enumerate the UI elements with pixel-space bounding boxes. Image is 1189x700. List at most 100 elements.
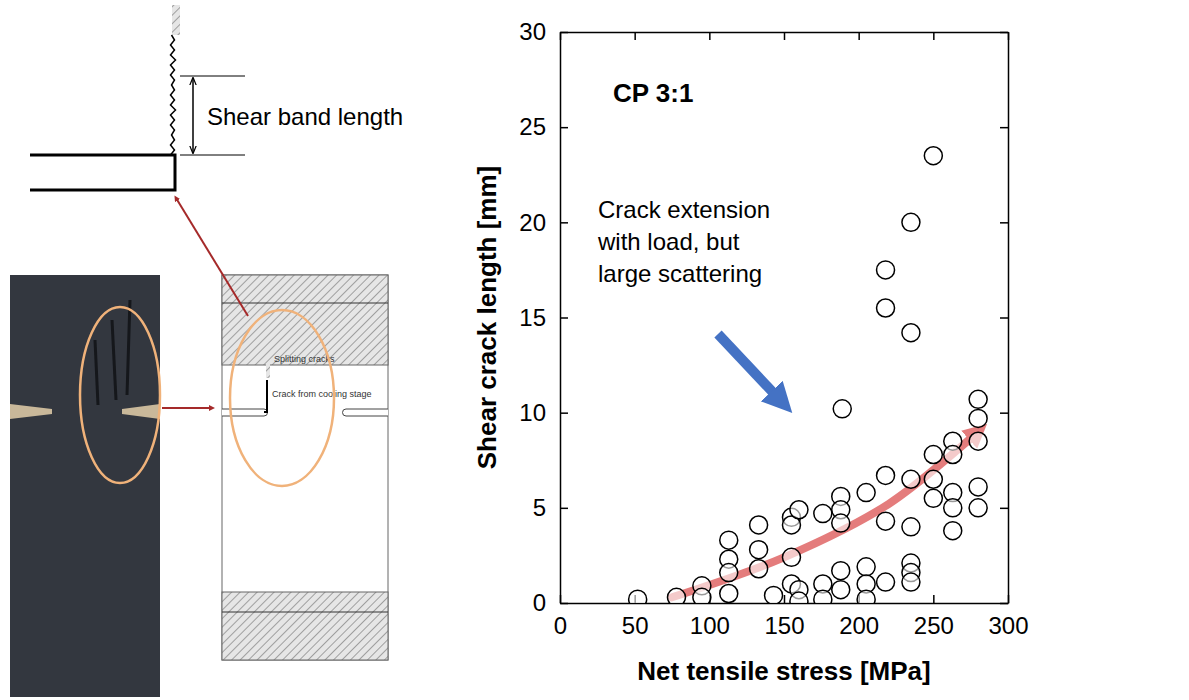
- tick-mark: [1000, 508, 1008, 510]
- data-point: [790, 501, 808, 519]
- tick: [1000, 508, 1008, 509]
- data-point: [790, 592, 808, 603]
- trend-arrow: [672, 432, 978, 598]
- tick: 15: [519, 304, 568, 331]
- chart: 050100150200250300051015202530Net tensil…: [472, 18, 1029, 686]
- data-point: [877, 512, 895, 530]
- tick: [1000, 32, 1008, 33]
- tick-label: 20: [519, 209, 546, 236]
- tick-mark: [933, 32, 935, 40]
- data-point: [667, 588, 685, 603]
- data-point: [814, 505, 832, 523]
- grip-line: [222, 303, 388, 304]
- tick: [1000, 222, 1008, 223]
- data-point: [944, 499, 962, 517]
- tick-mark: [784, 32, 786, 40]
- tick-label: 15: [519, 304, 546, 331]
- tick: 25: [519, 113, 568, 140]
- connector-arrow: [162, 407, 212, 409]
- data-point: [877, 466, 895, 484]
- data-point: [832, 562, 850, 580]
- tick-mark: [1000, 222, 1008, 224]
- tick: [784, 32, 785, 40]
- tick: [709, 32, 710, 40]
- data-point: [629, 590, 647, 603]
- data-point: [902, 470, 920, 488]
- data-point: [902, 518, 920, 536]
- data-point: [720, 564, 738, 582]
- data-point: [969, 409, 987, 427]
- data-point: [782, 548, 800, 566]
- splitting-cracks-label: Splitting cracks: [274, 354, 335, 364]
- connector-arrow: [176, 198, 248, 316]
- data-point: [765, 586, 783, 603]
- data-point: [720, 531, 738, 549]
- data-point: [924, 489, 942, 507]
- shear-band: [171, 35, 176, 155]
- notch-edge: [30, 155, 175, 190]
- annotation: Crack extension: [598, 196, 770, 223]
- tick-mark: [1000, 32, 1008, 34]
- data-point: [877, 299, 895, 317]
- data-point: [969, 478, 987, 496]
- x-axis-top: [561, 32, 1009, 40]
- tick: 5: [533, 494, 568, 521]
- highlight-ellipse: [80, 307, 160, 483]
- dimension-line: [180, 155, 245, 156]
- photo-notch: [122, 404, 160, 419]
- tick-mark: [1000, 317, 1008, 319]
- data-point: [814, 590, 832, 603]
- photo-crack: [95, 340, 98, 405]
- dimension-line: [180, 76, 245, 77]
- chart-title: CP 3:1: [613, 78, 693, 108]
- shear-band-label: Shear band length: [207, 103, 403, 130]
- tick-mark: [560, 222, 568, 224]
- tick: [1000, 318, 1008, 319]
- tick-mark: [784, 595, 786, 603]
- data-point: [857, 484, 875, 502]
- annotation-arrow: [718, 334, 782, 402]
- tick: [859, 32, 860, 40]
- tick: 10: [519, 399, 568, 426]
- data-point: [902, 573, 920, 591]
- data-point: [877, 573, 895, 591]
- diagram: Shear band lengthSplitting cracksCrack f…: [10, 5, 403, 697]
- tick-mark: [560, 317, 568, 319]
- tick-label: 50: [622, 612, 649, 639]
- cooling-crack: [264, 380, 267, 412]
- grip: [222, 592, 388, 660]
- tick-label: 300: [988, 612, 1028, 639]
- tick-mark: [634, 32, 636, 40]
- tick-mark: [933, 595, 935, 603]
- tick: [1000, 413, 1008, 414]
- data-point: [857, 590, 875, 603]
- tick-mark: [560, 412, 568, 414]
- tick-label: 250: [914, 612, 954, 639]
- data-point: [832, 514, 850, 532]
- clamp-hatch: [172, 5, 180, 35]
- splitting-crack: [266, 348, 270, 378]
- tick: 20: [519, 209, 568, 236]
- tick: [933, 32, 934, 40]
- data-point: [902, 324, 920, 342]
- data-point: [924, 470, 942, 488]
- photo-crack: [112, 320, 116, 400]
- tick-mark: [560, 603, 568, 605]
- y-axis-right: [1000, 33, 1009, 604]
- annotation: large scattering: [598, 260, 762, 287]
- tick-label: 5: [533, 494, 546, 521]
- data-point: [969, 390, 987, 408]
- data-point: [750, 516, 768, 534]
- data-point: [969, 499, 987, 517]
- y-axis-title: Shear crack length [mm]: [472, 166, 502, 469]
- data-point: [944, 522, 962, 540]
- photo-specimen: [10, 275, 160, 697]
- tick: 250: [914, 595, 954, 639]
- annotation: with load, but: [597, 228, 740, 255]
- tick-label: 0: [554, 612, 567, 639]
- photo-notch: [10, 404, 52, 419]
- tick-mark: [858, 32, 860, 40]
- tick-label: 150: [764, 612, 804, 639]
- tick: 30: [519, 18, 568, 45]
- tick-mark: [560, 32, 568, 34]
